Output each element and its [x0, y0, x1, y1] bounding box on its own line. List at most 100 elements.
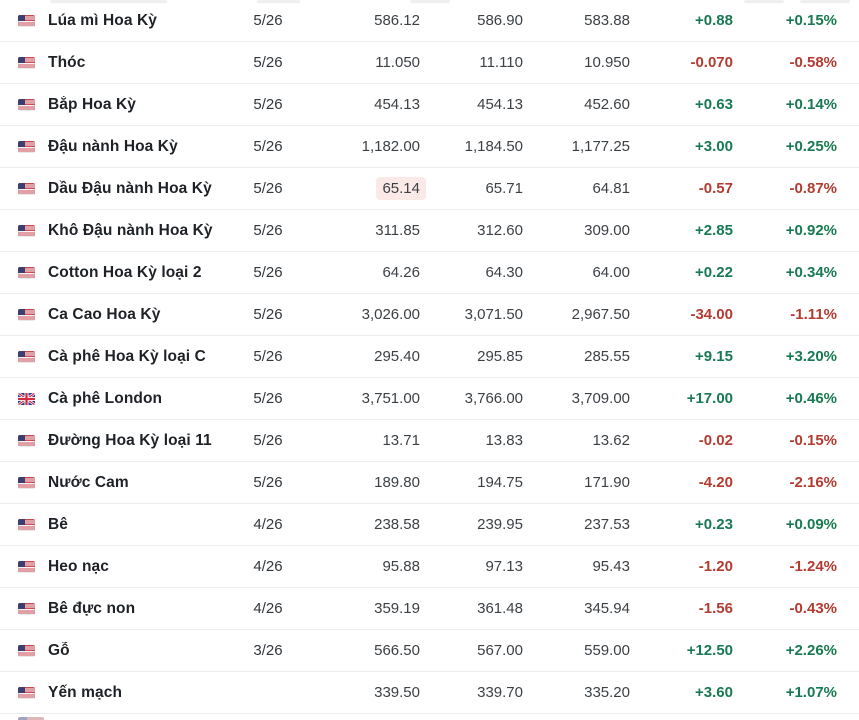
commodity-name[interactable]: Thóc [48, 53, 86, 71]
low-price: 285.55 [584, 348, 630, 365]
table-row[interactable]: Lúa mì Hoa Kỳ 5/26 586.12 586.90 583.88 … [0, 0, 859, 42]
table-row[interactable]: Đường Hoa Kỳ loại 11 5/26 13.71 13.83 13… [0, 420, 859, 462]
table-row[interactable]: Thóc 5/26 11.050 11.110 10.950 -0.070 -0… [0, 42, 859, 84]
high-price-cell: 295.85 [420, 348, 523, 365]
us-flag-icon [18, 140, 35, 153]
high-price: 13.83 [485, 432, 523, 449]
commodity-name[interactable]: Khô Đậu nành Hoa Kỳ [48, 221, 213, 239]
table-row[interactable]: Cotton Hoa Kỳ loại 2 5/26 64.26 64.30 64… [0, 252, 859, 294]
table-row[interactable]: Nước Cam 5/26 189.80 194.75 171.90 -4.20… [0, 462, 859, 504]
last-price: 295.40 [374, 348, 420, 365]
high-price-cell: 567.00 [420, 642, 523, 659]
price-change-percent: -0.58% [789, 54, 837, 71]
price-change-percent: -0.43% [789, 600, 837, 617]
table-row[interactable]: Bê 4/26 238.58 239.95 237.53 +0.23 +0.09… [0, 504, 859, 546]
low-price: 345.94 [584, 600, 630, 617]
low-price-cell: 13.62 [523, 432, 630, 449]
table-row[interactable]: Bắp Hoa Kỳ 5/26 454.13 454.13 452.60 +0.… [0, 84, 859, 126]
commodity-name[interactable]: Yến mạch [48, 683, 123, 701]
commodity-name-cell: Heo nạc [0, 558, 230, 576]
price-change-percent: -0.15% [789, 432, 837, 449]
last-price-cell: 3,751.00 [306, 390, 420, 407]
last-price-cell: 566.50 [306, 642, 420, 659]
contract-date: 5/26 [253, 474, 283, 491]
price-change-percent: +0.34% [785, 264, 837, 281]
contract-date: 5/26 [253, 138, 283, 155]
high-price-cell: 239.95 [420, 516, 523, 533]
us-flag-icon [18, 14, 35, 27]
low-price: 3,709.00 [571, 390, 630, 407]
table-row[interactable]: Bê đực non 4/26 359.19 361.48 345.94 -1.… [0, 588, 859, 630]
commodity-name[interactable]: Heo nạc [48, 557, 109, 575]
contract-date: 4/26 [253, 558, 283, 575]
low-price-cell: 95.43 [523, 558, 630, 575]
price-change-percent: -2.16% [789, 474, 837, 491]
table-row[interactable]: Yến mạch 339.50 339.70 335.20 +3.60 +1.0… [0, 672, 859, 714]
last-price: 65.14 [376, 177, 426, 200]
commodity-name[interactable]: Dầu Đậu nành Hoa Kỳ [48, 179, 212, 197]
commodity-name[interactable]: Cà phê Hoa Kỳ loại C [48, 347, 206, 365]
contract-date: 5/26 [253, 348, 283, 365]
price-change: +3.00 [695, 138, 733, 155]
commodity-name-cell: Lúa mì Hoa Kỳ [0, 12, 230, 30]
last-price-cell: 586.12 [306, 12, 420, 29]
low-price-cell: 1,177.25 [523, 138, 630, 155]
high-price-cell: 312.60 [420, 222, 523, 239]
low-price-cell: 64.81 [523, 180, 630, 197]
low-price: 559.00 [584, 642, 630, 659]
commodity-name[interactable]: Cotton Hoa Kỳ loại 2 [48, 263, 202, 281]
price-change: -34.00 [690, 306, 733, 323]
high-price-cell: 586.90 [420, 12, 523, 29]
commodity-name[interactable]: Ca Cao Hoa Kỳ [48, 305, 161, 323]
commodity-name[interactable]: Bê đực non [48, 599, 136, 617]
table-row[interactable]: Dầu Đậu nành Hoa Kỳ 5/26 65.14 65.71 64.… [0, 168, 859, 210]
last-price: 586.12 [374, 12, 420, 29]
last-price: 1,182.00 [361, 138, 420, 155]
table-row[interactable]: Cà phê Hoa Kỳ loại C 5/26 295.40 295.85 … [0, 336, 859, 378]
high-price-cell: 454.13 [420, 96, 523, 113]
table-row[interactable]: Heo nạc 4/26 95.88 97.13 95.43 -1.20 -1.… [0, 546, 859, 588]
table-row[interactable]: Đậu nành Hoa Kỳ 5/26 1,182.00 1,184.50 1… [0, 126, 859, 168]
last-price: 454.13 [374, 96, 420, 113]
commodity-name-cell: Bê đực non [0, 600, 230, 618]
commodity-name[interactable]: Cà phê London [48, 389, 163, 407]
table-row[interactable]: Cà phê London 5/26 3,751.00 3,766.00 3,7… [0, 378, 859, 420]
high-price-cell: 339.70 [420, 684, 523, 701]
low-price-cell: 583.88 [523, 12, 630, 29]
commodity-name-cell: Cotton Hoa Kỳ loại 2 [0, 264, 230, 282]
price-change-percent: +0.15% [785, 12, 837, 29]
us-flag-icon [18, 308, 35, 321]
us-flag-icon [18, 434, 35, 447]
high-price-cell: 13.83 [420, 432, 523, 449]
us-flag-icon [18, 56, 35, 69]
last-price: 13.71 [382, 432, 420, 449]
us-flag-icon [18, 98, 35, 111]
commodity-name[interactable]: Lúa mì Hoa Kỳ [48, 11, 157, 29]
last-price-cell: 13.71 [306, 432, 420, 449]
commodity-name[interactable]: Nước Cam [48, 473, 129, 491]
last-price-cell: 359.19 [306, 600, 420, 617]
high-price: 454.13 [477, 96, 523, 113]
commodity-name[interactable]: Bắp Hoa Kỳ [48, 95, 136, 113]
table-row[interactable]: Gỗ 3/26 566.50 567.00 559.00 +12.50 +2.2… [0, 630, 859, 672]
commodity-name[interactable]: Bê [48, 515, 69, 533]
commodity-name[interactable]: Đậu nành Hoa Kỳ [48, 137, 178, 155]
low-price: 335.20 [584, 684, 630, 701]
commodity-name[interactable]: Đường Hoa Kỳ loại 11 [48, 431, 212, 449]
table-row[interactable]: Ca Cao Hoa Kỳ 5/26 3,026.00 3,071.50 2,9… [0, 294, 859, 336]
last-price: 311.85 [375, 222, 420, 239]
price-change: +12.50 [686, 642, 733, 659]
us-flag-icon [18, 350, 35, 363]
last-price: 3,026.00 [361, 306, 420, 323]
commodity-name-cell: Thóc [0, 54, 230, 72]
price-change: +3.60 [695, 684, 733, 701]
contract-date: 5/26 [253, 432, 283, 449]
us-flag-icon [18, 266, 35, 279]
price-change-percent: +0.14% [785, 96, 837, 113]
commodity-name[interactable]: Gỗ [48, 641, 70, 659]
last-price-cell: 454.13 [306, 96, 420, 113]
commodity-name-cell: Dầu Đậu nành Hoa Kỳ [0, 180, 230, 198]
table-row[interactable]: Khô Đậu nành Hoa Kỳ 5/26 311.85 312.60 3… [0, 210, 859, 252]
low-price: 237.53 [584, 516, 630, 533]
